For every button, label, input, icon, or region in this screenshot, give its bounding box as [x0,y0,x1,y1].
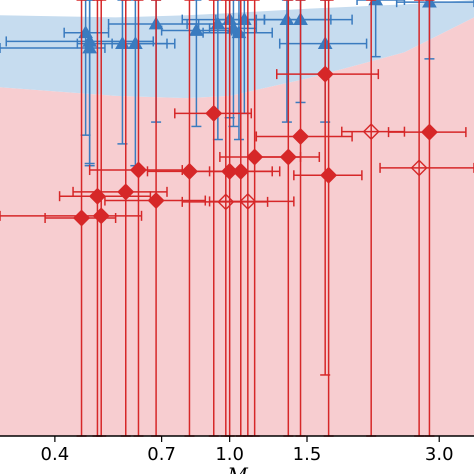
open-diamond-marker [217,193,235,211]
plot-area [0,0,474,437]
diamond-point-4 [88,0,184,437]
open-diamond-marker [410,159,428,177]
triangle-point-4 [111,0,168,167]
diamond-point-5 [104,0,207,437]
triangle-marker [78,25,93,39]
triangle-marker [82,40,98,54]
diamond-point-3 [72,0,168,437]
x-axis: 0.4 0.7 1.0 1.5 3.0 M [0,435,474,474]
diamond-marker [246,148,264,166]
triangle-marker [368,0,384,6]
x-tick-label: 3.0 [425,444,454,465]
x-tick-label: 1.0 [215,444,244,465]
band-0 [0,17,474,437]
diamond-marker [117,183,135,201]
triangle-point-2 [0,0,106,167]
x-tick-label: 0.4 [41,444,70,465]
diamond-point-10 [208,0,281,437]
triangle-point-10 [202,0,273,141]
triangle-point-0 [63,0,110,136]
diamond-marker [232,162,250,180]
triangle-point-6 [160,0,233,128]
diamond-marker [180,162,198,180]
triangle-point-15 [356,0,406,58]
diamond-point-16 [293,0,363,437]
diamond-marker [292,127,310,145]
x-ticks: 0.4 0.7 1.0 1.5 3.0 [41,436,454,465]
triangle-marker [189,23,204,36]
diamond-marker [279,148,297,166]
triangle-marker [279,12,295,25]
diamond-point-9 [191,0,273,437]
diamond-point-2 [0,0,143,437]
diamond-marker [205,104,223,122]
diamond-marker [320,166,338,184]
diamond-marker [129,161,147,179]
diamond-marker [92,207,110,225]
open-diamond-marker [239,192,257,210]
triangle-marker [231,25,247,39]
open-diamond-marker [362,123,380,141]
diamond-marker [147,192,165,210]
diamond-marker [420,123,438,141]
x-axis-label: M [226,463,248,474]
diamond-point-13 [255,0,321,437]
x-tick-label: 0.7 [147,444,176,465]
x-tick-label: 1.5 [293,444,322,465]
